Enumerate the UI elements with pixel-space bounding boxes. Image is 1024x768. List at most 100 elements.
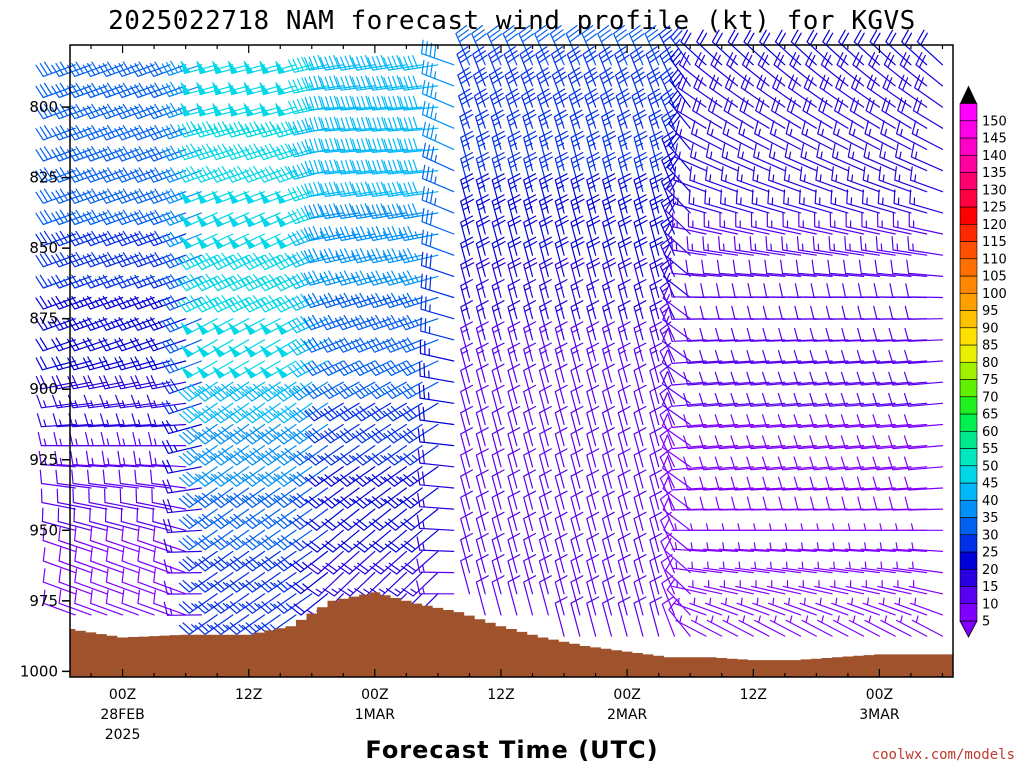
wind-barb [802, 97, 833, 129]
wind-barb [321, 487, 360, 509]
wind-barb [228, 339, 266, 358]
wind-barb [398, 55, 439, 71]
wind-barb [475, 342, 489, 383]
wind-barb [554, 405, 568, 447]
wind-barb [401, 572, 439, 597]
wind-barb [633, 405, 647, 447]
wind-barb [273, 508, 313, 530]
wind-barb [554, 596, 568, 637]
wind-barb [678, 52, 707, 87]
wind-barb [602, 342, 615, 383]
wind-barb [421, 186, 455, 214]
wind-barb [473, 88, 490, 129]
wind-barb [586, 469, 600, 510]
wind-barb [130, 337, 171, 352]
wind-barb [683, 456, 723, 471]
wind-barb [383, 159, 423, 175]
wind-barb [570, 554, 584, 595]
wind-barb [730, 456, 770, 471]
wind-barb [719, 580, 754, 595]
wind-barb [617, 152, 632, 193]
wind-barb [554, 448, 568, 489]
wind-barb [321, 508, 360, 531]
wind-barb [777, 350, 817, 364]
wind-barb [908, 580, 944, 595]
wind-barb [460, 448, 473, 489]
wind-barb [719, 561, 754, 574]
wind-barb [51, 146, 92, 162]
wind-barb [351, 203, 392, 220]
wind-barb [241, 550, 281, 572]
wind-barb [860, 236, 896, 256]
wind-barb [458, 88, 474, 129]
colorbar-label: 130 [982, 183, 1007, 198]
wind-barb [739, 97, 770, 129]
wind-barb [649, 490, 663, 531]
wind-barb [84, 413, 124, 428]
wind-barb [162, 499, 202, 514]
wind-barb [523, 575, 537, 616]
wind-barb [876, 542, 912, 552]
wind-barb [54, 450, 92, 468]
wind-barb [475, 173, 490, 214]
wind-barb [304, 466, 344, 487]
wind-barb [703, 212, 739, 235]
wind-barb [178, 529, 218, 551]
wind-barb [649, 194, 664, 235]
wind-barb [367, 95, 407, 111]
wind-barb [475, 469, 489, 510]
wind-barb [820, 52, 849, 87]
wind-barb [304, 75, 344, 91]
wind-barb [633, 469, 647, 510]
wind-barb [584, 88, 600, 129]
wind-barb [872, 414, 912, 428]
wind-barb [74, 526, 108, 552]
wind-barb [105, 526, 139, 552]
wind-barb [683, 350, 723, 364]
wind-barb [287, 163, 329, 180]
colorbar-swatch [959, 430, 978, 449]
x-tick-label: 00Z [109, 687, 136, 703]
wind-barb [196, 339, 234, 358]
wind-barb [554, 321, 568, 362]
wind-barb [150, 469, 187, 489]
wind-barb [194, 614, 234, 635]
wind-barb [734, 542, 770, 552]
wind-barb [368, 466, 407, 487]
wind-barb [196, 360, 234, 379]
wind-barb [661, 575, 675, 616]
wind-barb [460, 257, 475, 299]
colorbar-swatch [959, 413, 978, 432]
wind-barb [257, 593, 297, 614]
wind-barb [212, 360, 250, 379]
wind-barb [475, 130, 490, 172]
wind-barb [82, 61, 124, 77]
wind-barb [98, 61, 139, 77]
wind-barb [554, 342, 568, 383]
wind-barb [367, 423, 407, 444]
wind-barb [777, 435, 817, 450]
wind-barb [130, 394, 171, 409]
wind-barb [338, 572, 376, 597]
wind-barb [856, 476, 896, 491]
wind-barb [352, 95, 392, 111]
wind-barb [507, 532, 521, 574]
wind-barb [768, 597, 802, 616]
wind-barb [829, 542, 865, 552]
wind-barb [491, 554, 505, 595]
wind-barb [836, 52, 865, 87]
wind-barb [366, 314, 407, 331]
wind-barb [366, 248, 407, 264]
wind-barb [880, 120, 912, 150]
wind-barb [704, 189, 739, 214]
wind-barb [145, 188, 187, 204]
wind-barb [738, 615, 770, 637]
wind-barb [67, 230, 108, 247]
wind-barb [475, 448, 489, 489]
wind-barb [765, 236, 802, 256]
wind-barb [114, 252, 155, 268]
wind-barb [586, 405, 600, 447]
wind-barb [475, 575, 489, 616]
wind-barb [714, 414, 754, 428]
wind-barb [538, 152, 553, 193]
